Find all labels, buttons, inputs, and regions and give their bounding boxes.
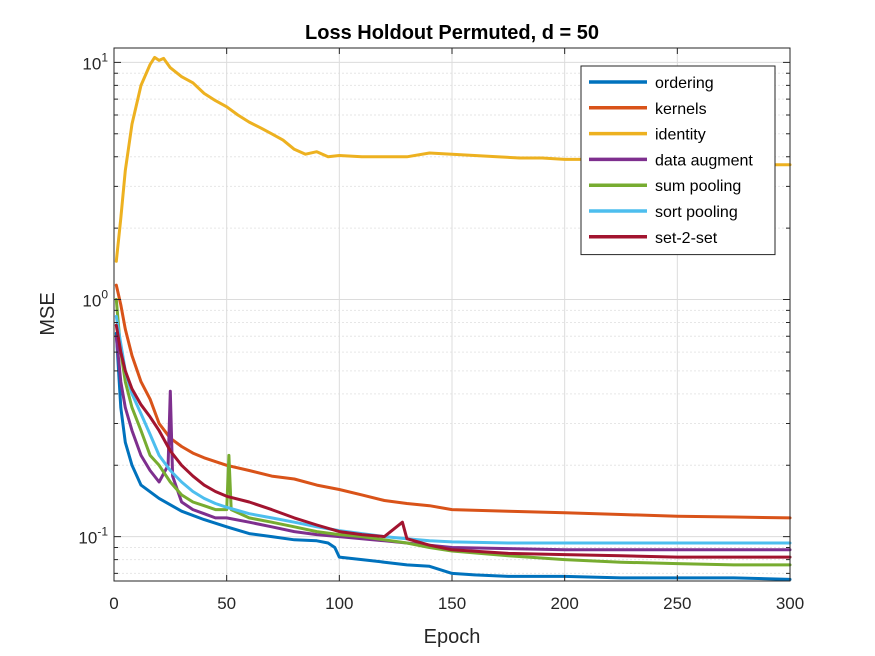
- x-tick-label: 0: [109, 594, 118, 613]
- y-tick-label: 100: [82, 288, 108, 311]
- legend: ordering kernels identity data augment sum p…: [580, 65, 776, 256]
- series-layer: [114, 55, 792, 581]
- x-tick-label: 250: [663, 594, 691, 613]
- ticks: 0 50 100 150 200 250 300 10-1 100 101: [78, 48, 804, 613]
- y-tick-label: 101: [82, 50, 108, 73]
- legend-label: kernels: [655, 101, 707, 118]
- series-line-ordering: [114, 331, 792, 581]
- series-line-kernels: [114, 283, 792, 520]
- x-tick-label: 300: [776, 594, 804, 613]
- legend-label: set-2-set: [655, 230, 718, 247]
- legend-label: identity: [655, 127, 706, 144]
- x-tick-label: 100: [325, 594, 353, 613]
- legend-label: sort pooling: [655, 204, 738, 221]
- x-tick-label: 150: [438, 594, 466, 613]
- legend-label: data augment: [655, 152, 753, 169]
- series-line-set-2-set: [114, 323, 792, 559]
- chart-title: Loss Holdout Permuted, d = 50: [305, 22, 599, 44]
- legend-label: sum pooling: [655, 178, 741, 195]
- x-tick-label: 200: [550, 594, 578, 613]
- x-tick-label: 50: [217, 594, 236, 613]
- series-line-sum-pooling: [114, 298, 792, 567]
- y-axis-label: MSE: [37, 292, 59, 335]
- x-axis-label: Epoch: [424, 626, 481, 648]
- legend-label: ordering: [655, 75, 714, 92]
- series-line-sort-pooling: [114, 314, 792, 545]
- y-tick-label: 10-1: [78, 525, 108, 548]
- series-line-data-augment: [114, 334, 792, 552]
